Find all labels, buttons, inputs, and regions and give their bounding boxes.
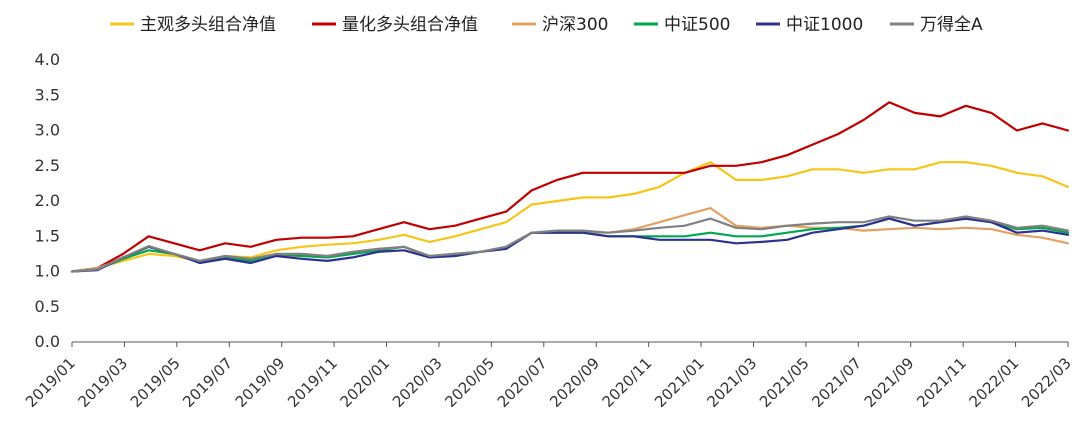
- x-tick-label: 2021/01: [651, 354, 708, 411]
- series-line-4: [70, 217, 1070, 273]
- series-line-5: [70, 215, 1070, 273]
- x-tick-label: 2021/07: [808, 354, 865, 411]
- series-line-1: [70, 101, 1070, 273]
- x-tick-label: 2020/01: [337, 354, 394, 411]
- x-tick-label: 2019/03: [74, 354, 131, 411]
- legend-label-4: 中证1000: [786, 15, 863, 35]
- y-tick-label: 2.0: [35, 191, 60, 210]
- legend-label-3: 中证500: [664, 15, 730, 35]
- y-axis: 0.0 0.5 1.0 1.5 2.0 2.5 3.0 3.5 4.0: [35, 50, 60, 351]
- x-tick-label: 2019/07: [179, 354, 236, 411]
- x-tick-label: 2019/09: [232, 354, 289, 411]
- y-tick-label: 2.5: [35, 156, 60, 175]
- series-line-2: [70, 207, 1070, 273]
- x-tick-label: 2022/01: [966, 354, 1023, 411]
- y-tick-label: 0.0: [35, 332, 60, 351]
- legend-label-2: 沪深300: [542, 15, 608, 35]
- x-tick-label: 2021/09: [861, 354, 918, 411]
- y-tick-label: 0.5: [35, 297, 60, 316]
- legend-label-0: 主观多头组合净值: [140, 15, 276, 35]
- y-tick-label: 4.0: [35, 50, 60, 69]
- y-tick-label: 3.5: [35, 85, 60, 104]
- legend-label-1: 量化多头组合净值: [342, 15, 478, 35]
- x-tick-label: 2020/03: [389, 354, 446, 411]
- x-tick-label: 2019/05: [127, 354, 184, 411]
- x-tick-label: 2020/05: [441, 354, 498, 411]
- legend: 主观多头组合净值 量化多头组合净值 沪深300 中证500 中证1000 万得全A: [110, 15, 983, 35]
- x-tick-label: 2021/05: [756, 354, 813, 411]
- x-tick-label: 2022/03: [1018, 354, 1075, 411]
- x-tick-label: 2019/11: [284, 354, 341, 411]
- series-line-0: [70, 161, 1070, 273]
- y-tick-label: 1.5: [35, 226, 60, 245]
- y-tick-label: 1.0: [35, 262, 60, 281]
- x-tick-label: 2020/09: [546, 354, 603, 411]
- y-tick-label: 3.0: [35, 121, 60, 140]
- x-tick-label: 2021/03: [704, 354, 761, 411]
- x-tick-label: 2021/11: [913, 354, 970, 411]
- x-tick-label: 2020/11: [599, 354, 656, 411]
- x-tick-label: 2019/01: [22, 354, 79, 411]
- x-axis: 2019/012019/032019/052019/072019/092019/…: [22, 341, 1075, 411]
- x-tick-label: 2020/07: [494, 354, 551, 411]
- series-lines: [70, 101, 1070, 273]
- legend-label-5: 万得全A: [920, 15, 983, 35]
